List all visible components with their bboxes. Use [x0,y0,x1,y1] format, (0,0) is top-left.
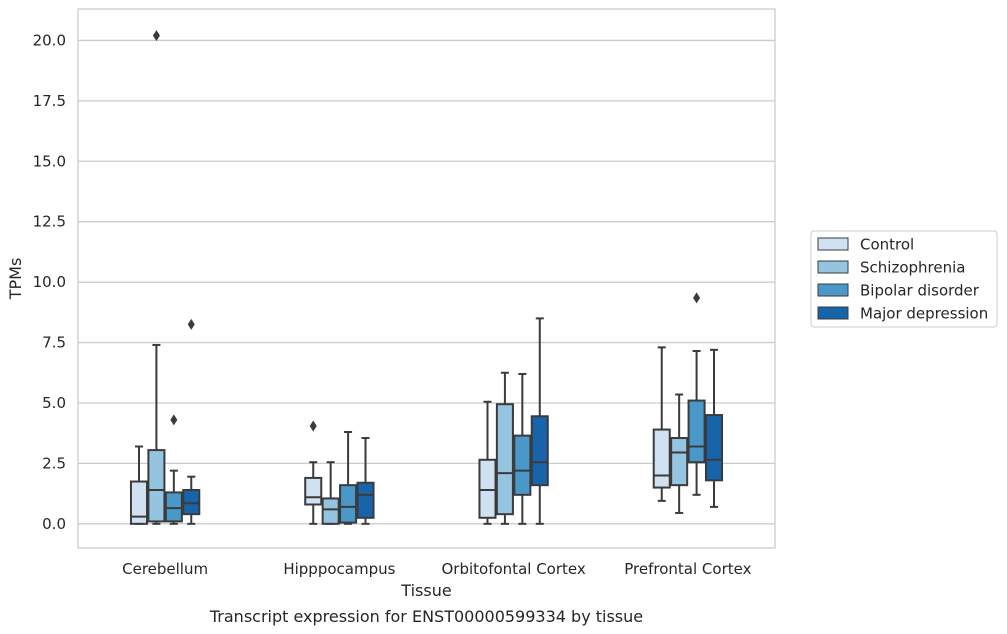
y-axis-title: TPMs [6,258,25,301]
legend-label: Schizophrenia [860,259,965,277]
iqr-box [129,480,149,525]
box-0-0 [129,445,149,525]
y-tick-label: 20.0 [33,31,66,49]
box-2-2 [513,372,532,525]
iqr-box [147,449,166,523]
legend-label: Major depression [860,305,988,323]
iqr-box [478,458,497,519]
iqr-box [513,434,532,496]
legend-swatch [817,306,849,320]
plot-frame [77,8,776,549]
box-2-1 [495,371,514,525]
iqr-box [495,403,514,516]
y-tick-label: 0.0 [42,515,66,533]
iqr-box [530,415,549,487]
iqr-box [356,481,375,519]
box-0-3 [182,318,201,525]
outlier-point [187,318,195,330]
outlier-point [152,30,160,42]
box-0-1 [147,30,166,525]
iqr-box [704,414,724,482]
outlier-point [693,292,701,304]
box-groups [129,30,724,525]
box-1-0 [304,420,323,525]
iqr-box [670,437,689,487]
legend-swatch [817,283,849,297]
legend-items: Control Schizophrenia Bipolar disorder Majo… [817,236,988,323]
legend-label: Bipolar disorder [860,282,980,300]
outlier-point [309,420,317,432]
x-tick-label: Prefrontal Cortex [624,560,751,578]
x-tick-label: Hipppocampus [283,560,395,578]
iqr-box [164,491,183,523]
y-tick-labels: 0.0 2.5 5.0 7.5 10.0 12.5 15.0 17.5 20.0 [33,31,66,532]
x-axis-title: Tissue [400,581,451,600]
box-3-2 [687,292,706,496]
figure-caption: Transcript expression for ENST0000059933… [209,607,643,626]
box-0-2 [164,414,183,525]
legend-label: Control [860,236,914,254]
y-tick-label: 17.5 [33,92,66,110]
box-3-0 [652,346,671,502]
iqr-box [652,428,671,489]
y-tick-label: 5.0 [42,394,66,412]
iqr-box [687,399,706,464]
box-2-3 [530,317,549,525]
iqr-box [339,484,358,524]
box-3-3 [704,348,724,508]
legend-swatch [817,237,849,251]
box-3-1 [670,393,689,514]
y-tick-label: 10.0 [33,273,66,291]
y-tick-label: 15.0 [33,152,66,170]
y-tick-label: 2.5 [42,454,66,472]
box-2-0 [478,400,497,525]
box-1-1 [321,461,340,525]
box-1-3 [356,437,375,525]
iqr-box [304,476,323,506]
outlier-point [170,414,178,426]
x-tick-label: Cerebellum [122,560,208,578]
legend: Control Schizophrenia Bipolar disorder Majo… [810,230,998,328]
iqr-box [182,488,201,516]
box-1-2 [339,430,358,525]
legend-swatch [817,260,849,274]
y-tick-label: 7.5 [42,334,66,352]
legend-frame [810,230,998,328]
x-tick-label: Orbitofontal Cortex [442,560,586,578]
x-tick-labels: Cerebellum Hipppocampus Orbitofontal Corte… [122,560,751,578]
y-tick-label: 12.5 [33,213,66,231]
iqr-box [321,497,340,525]
